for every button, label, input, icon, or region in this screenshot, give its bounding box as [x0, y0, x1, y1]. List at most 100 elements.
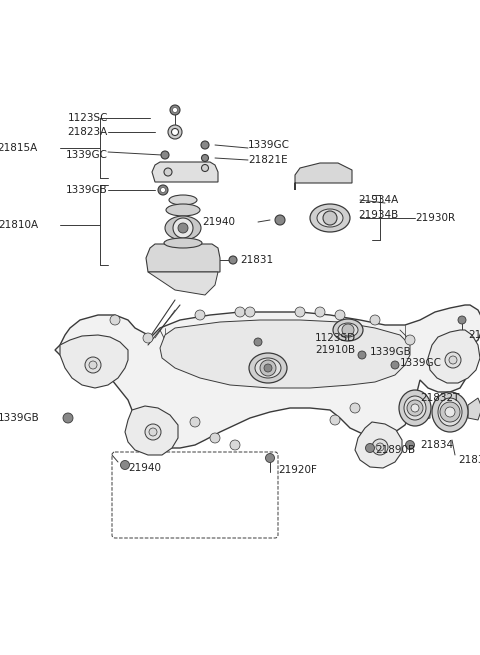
Circle shape [315, 307, 325, 317]
Text: 21821E: 21821E [248, 155, 288, 165]
Polygon shape [160, 320, 410, 388]
Text: 21831: 21831 [240, 255, 273, 265]
Polygon shape [428, 330, 480, 383]
Circle shape [372, 439, 388, 455]
Circle shape [445, 352, 461, 368]
Text: 21934B: 21934B [358, 210, 398, 220]
Text: 1339GC: 1339GC [66, 150, 108, 160]
Circle shape [171, 128, 179, 136]
Circle shape [275, 215, 285, 225]
Polygon shape [146, 244, 220, 272]
Text: 1123SD: 1123SD [315, 333, 356, 343]
Text: 1339GB: 1339GB [0, 413, 40, 423]
Text: 1123SC: 1123SC [68, 113, 108, 123]
Ellipse shape [164, 238, 202, 248]
Circle shape [120, 460, 130, 470]
Text: 21832T: 21832T [420, 393, 459, 403]
Circle shape [265, 453, 275, 462]
Ellipse shape [399, 390, 431, 426]
Circle shape [458, 316, 466, 324]
Circle shape [350, 403, 360, 413]
Circle shape [370, 315, 380, 325]
Ellipse shape [438, 398, 462, 426]
Circle shape [201, 141, 209, 149]
Text: 1339GC: 1339GC [248, 140, 290, 150]
Circle shape [160, 187, 166, 193]
Text: 21920F: 21920F [278, 465, 317, 475]
Circle shape [335, 310, 345, 320]
Circle shape [323, 211, 337, 225]
Polygon shape [468, 398, 480, 420]
Polygon shape [125, 406, 178, 455]
Circle shape [235, 307, 245, 317]
Text: 21815A: 21815A [0, 143, 38, 153]
Polygon shape [148, 272, 218, 295]
Circle shape [149, 428, 157, 436]
Circle shape [376, 443, 384, 451]
Circle shape [405, 335, 415, 345]
Ellipse shape [166, 204, 200, 216]
Circle shape [143, 333, 153, 343]
Circle shape [254, 338, 262, 346]
Polygon shape [355, 422, 402, 468]
Circle shape [173, 218, 193, 238]
Circle shape [406, 441, 415, 449]
Circle shape [407, 400, 423, 416]
Text: 21934A: 21934A [358, 195, 398, 205]
Circle shape [358, 351, 366, 359]
Text: 1339GB: 1339GB [370, 347, 412, 357]
Circle shape [195, 310, 205, 320]
Polygon shape [55, 305, 480, 448]
Polygon shape [152, 162, 218, 182]
Circle shape [229, 256, 237, 264]
Polygon shape [418, 398, 430, 420]
Circle shape [411, 404, 419, 412]
Circle shape [440, 402, 460, 422]
Text: 21831: 21831 [468, 330, 480, 340]
Circle shape [445, 407, 455, 417]
Text: 21823A: 21823A [68, 127, 108, 137]
Circle shape [245, 307, 255, 317]
Text: 1339GC: 1339GC [400, 358, 442, 368]
Circle shape [330, 415, 340, 425]
Text: 21890B: 21890B [375, 445, 415, 455]
Circle shape [170, 105, 180, 115]
Ellipse shape [338, 323, 358, 337]
Ellipse shape [317, 209, 343, 227]
Ellipse shape [255, 358, 281, 378]
Circle shape [295, 307, 305, 317]
Ellipse shape [432, 392, 468, 432]
Circle shape [202, 164, 208, 172]
Ellipse shape [404, 396, 426, 420]
Circle shape [342, 324, 354, 336]
Circle shape [164, 168, 172, 176]
Ellipse shape [169, 195, 197, 205]
Circle shape [168, 125, 182, 139]
Circle shape [260, 360, 276, 376]
Polygon shape [60, 335, 128, 388]
Circle shape [172, 107, 178, 113]
Text: 21940: 21940 [202, 217, 235, 227]
Ellipse shape [249, 353, 287, 383]
Ellipse shape [310, 204, 350, 232]
Circle shape [110, 315, 120, 325]
Circle shape [158, 185, 168, 195]
Circle shape [391, 361, 399, 369]
Ellipse shape [165, 216, 201, 240]
Polygon shape [295, 163, 352, 190]
Text: 21930R: 21930R [415, 213, 455, 223]
Circle shape [178, 223, 188, 233]
Circle shape [190, 417, 200, 427]
Circle shape [449, 356, 457, 364]
Circle shape [365, 443, 374, 453]
Circle shape [202, 155, 208, 162]
Circle shape [89, 361, 97, 369]
Circle shape [63, 413, 73, 423]
Circle shape [230, 440, 240, 450]
Text: 21810A: 21810A [0, 220, 38, 230]
Circle shape [264, 364, 272, 372]
Circle shape [145, 424, 161, 440]
Text: 1339GB: 1339GB [66, 185, 108, 195]
Circle shape [85, 357, 101, 373]
Text: 21834: 21834 [420, 440, 453, 450]
